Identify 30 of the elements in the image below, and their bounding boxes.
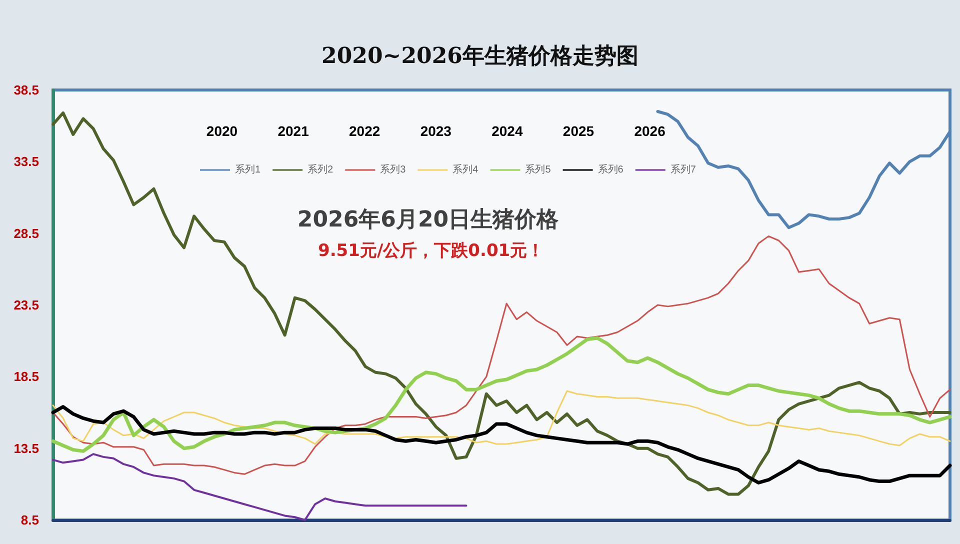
legend-label: 系列4 xyxy=(452,164,479,176)
annotation: 2020 xyxy=(206,123,238,139)
annotation: 2025 xyxy=(562,123,594,139)
annotation: 2024 xyxy=(492,123,523,139)
annotation: 2022 xyxy=(349,123,380,139)
legend-label: 系列7 xyxy=(670,164,696,176)
annotation: 2023 xyxy=(420,123,452,139)
legend-label: 系列1 xyxy=(235,164,261,176)
y-tick-label: 23.5 xyxy=(14,298,39,312)
y-tick-label: 8.5 xyxy=(20,512,39,528)
line-series xyxy=(52,453,468,521)
y-tick-label: 13.5 xyxy=(14,440,39,456)
line-series xyxy=(52,235,951,475)
y-tick-label: 33.5 xyxy=(14,154,39,170)
legend-label: 系列3 xyxy=(380,164,406,176)
line-series xyxy=(51,336,952,453)
legend-label: 系列6 xyxy=(598,164,624,176)
annotation: 2021 xyxy=(278,123,310,139)
line-series xyxy=(52,390,951,446)
annotation: 2026 xyxy=(634,123,666,139)
y-tick-label: 28.5 xyxy=(14,226,39,241)
y-tick-label: 18.5 xyxy=(14,369,39,384)
line-series xyxy=(51,405,952,484)
legend-label: 系列5 xyxy=(525,164,552,176)
chart-title: 2020~2026年生猪价格走势图 xyxy=(322,43,638,69)
y-tick-label: 38.5 xyxy=(14,82,39,98)
annotation: 2026年6月20日生猪价格 xyxy=(297,208,560,232)
line-series xyxy=(52,111,952,496)
annotation: 9.51元/公斤，下跌0.01元！ xyxy=(318,241,544,261)
legend-label: 系列2 xyxy=(308,164,334,176)
